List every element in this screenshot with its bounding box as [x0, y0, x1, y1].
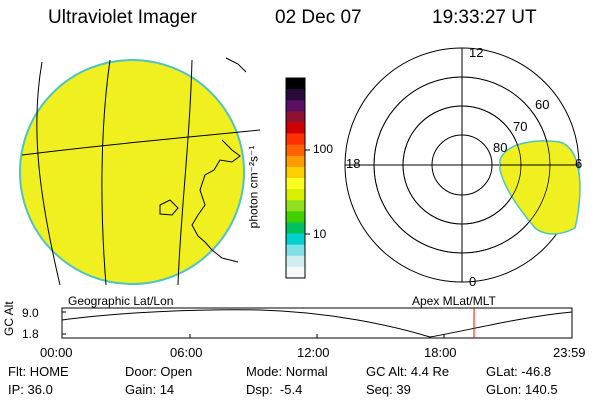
status-glat: GLat: -46.8 — [486, 364, 552, 379]
colorbar-stripe — [286, 266, 305, 279]
colorbar-stripe — [286, 155, 305, 168]
colorbar-tick-10: 10 — [313, 227, 327, 241]
colorbar-tick-100: 100 — [313, 142, 334, 156]
colorbar-stripe — [286, 78, 305, 90]
mlt-label-18: 18 — [346, 156, 361, 171]
colorbar — [285, 77, 310, 279]
altitude-ylabel: GC Alt — [2, 301, 16, 336]
colorbar-stripe — [286, 89, 305, 101]
colorbar-stripe — [286, 233, 305, 246]
colorbar-stripe — [286, 200, 305, 212]
colorbar-stripe — [286, 122, 305, 135]
status-gain: Gain: 14 — [125, 382, 175, 397]
lat-label-70: 70 — [513, 119, 528, 134]
altitude-ytick-1: 1.8 — [22, 327, 39, 341]
colorbar-stripe — [286, 244, 305, 257]
lat-label-60: 60 — [535, 97, 550, 112]
altitude-ytick-9: 9.0 — [22, 306, 39, 320]
altitude-plot — [61, 307, 573, 339]
xtick-1800: 18:00 — [424, 345, 457, 360]
colorbar-stripe — [286, 178, 305, 190]
time-label: 19:33:27 UT — [432, 7, 537, 28]
mlt-label-0: 0 — [469, 274, 477, 289]
colorbar-stripe — [286, 211, 305, 223]
geographic-label: Geographic Lat/Lon — [68, 294, 174, 308]
mlt-label-6: 6 — [575, 156, 583, 171]
status-gc-alt: GC Alt: 4.4 Re — [366, 364, 450, 379]
geographic-image — [19, 57, 261, 286]
mlt-label-12: 12 — [469, 45, 484, 60]
date-label: 02 Dec 07 — [275, 7, 362, 28]
xtick-0600: 06:00 — [170, 345, 203, 360]
polar-plot — [344, 47, 581, 283]
xtick-0000: 00:00 — [40, 345, 73, 360]
status-dsp: Dsp: -5.4 — [246, 382, 303, 397]
colorbar-stripe — [286, 100, 305, 112]
xtick-2359: 23:59 — [553, 345, 586, 360]
status-flight: Flt: HOME — [8, 364, 69, 379]
colorbar-stripe — [286, 111, 305, 123]
colorbar-stripe — [286, 189, 305, 201]
status-seq: Seq: 39 — [366, 382, 411, 397]
colorbar-unit-label: photon cm⁻²s⁻¹ — [246, 145, 261, 229]
lat-label-80: 80 — [493, 140, 508, 155]
instrument-title: Ultraviolet Imager — [48, 7, 197, 28]
apex-label: Apex MLat/MLT — [412, 294, 496, 308]
xtick-1200: 12:00 — [297, 345, 330, 360]
aurora-region — [499, 140, 581, 235]
colorbar-stripe — [286, 133, 305, 146]
colorbar-stripe — [286, 222, 305, 235]
colorbar-stripe — [286, 255, 305, 268]
status-ip: IP: 36.0 — [8, 382, 53, 397]
status-mode: Mode: Normal — [246, 364, 328, 379]
colorbar-stripe — [286, 144, 305, 157]
status-door: Door: Open — [125, 364, 193, 379]
colorbar-stripe — [286, 166, 305, 179]
status-glon: GLon: 140.5 — [486, 382, 558, 397]
